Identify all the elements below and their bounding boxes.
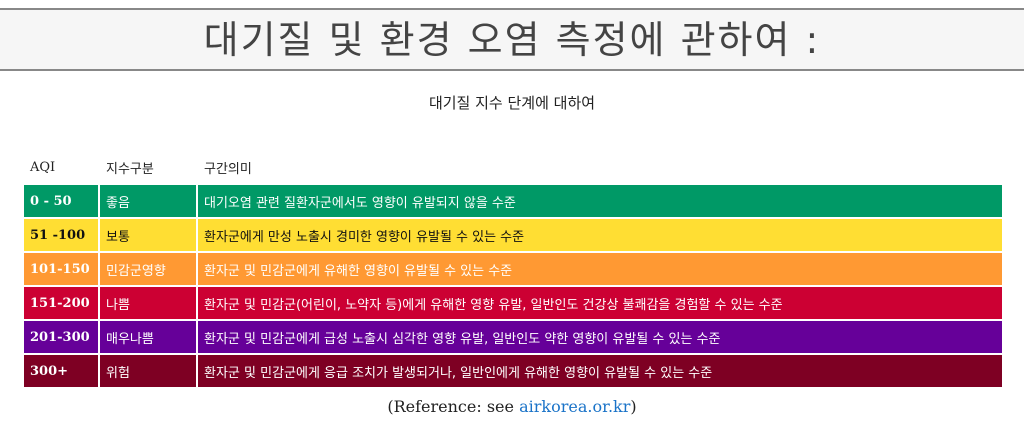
table-row: 300+ 위험 환자군 및 민감군에게 응급 조치가 발생되거나, 일반인에게 유해… (22, 353, 1004, 389)
aqi-cell: 300+ (22, 353, 100, 389)
page-title: 대기질 및 환경 오염 측정에 관하여 : (203, 18, 821, 62)
reference-suffix: ) (630, 397, 637, 416)
aqi-cell: 201-300 (22, 319, 100, 355)
aqi-table: AQI 지수구분 구간의미 0 - 50 좋음 대기오염 관련 질환자군에서도 영향… (22, 149, 1004, 389)
column-header-level: 지수구분 (98, 149, 198, 185)
meaning-cell: 환자군 및 민감군에게 급성 노출시 심각한 영향 유발, 일반인도 약한 영향… (196, 319, 1004, 355)
aqi-cell: 151-200 (22, 285, 100, 321)
title-band: 대기질 및 환경 오염 측정에 관하여 : (0, 8, 1024, 71)
level-cell: 좋음 (98, 183, 198, 219)
subtitle: 대기질 지수 단계에 대하여 (428, 94, 596, 112)
airkorea-link[interactable]: airkorea.or.kr (519, 397, 631, 416)
table-header-row: AQI 지수구분 구간의미 (22, 149, 1004, 185)
table-row: 0 - 50 좋음 대기오염 관련 질환자군에서도 영향이 유발되지 않을 수준 (22, 183, 1004, 219)
reference-note: (Reference: see airkorea.or.kr) (0, 397, 1024, 416)
aqi-cell: 101-150 (22, 251, 100, 287)
meaning-cell: 대기오염 관련 질환자군에서도 영향이 유발되지 않을 수준 (196, 183, 1004, 219)
level-cell: 매우나쁨 (98, 319, 198, 355)
level-cell: 위험 (98, 353, 198, 389)
reference-prefix: (Reference: see (387, 397, 520, 416)
column-header-aqi: AQI (22, 149, 100, 185)
table-row: 101-150 민감군영향 환자군 및 민감군에게 유해한 영향이 유발될 수 있는… (22, 251, 1004, 287)
column-header-meaning: 구간의미 (196, 149, 1004, 185)
level-cell: 민감군영향 (98, 251, 198, 287)
meaning-cell: 환자군 및 민감군에게 응급 조치가 발생되거나, 일반인에게 유해한 영향이 … (196, 353, 1004, 389)
table-row: 201-300 매우나쁨 환자군 및 민감군에게 급성 노출시 심각한 영향 유발,… (22, 319, 1004, 355)
table-row: 151-200 나쁨 환자군 및 민감군(어린이, 노약자 등)에게 유해한 영향 … (22, 285, 1004, 321)
meaning-cell: 환자군 및 민감군에게 유해한 영향이 유발될 수 있는 수준 (196, 251, 1004, 287)
meaning-cell: 환자군에게 만성 노출시 경미한 영향이 유발될 수 있는 수준 (196, 217, 1004, 253)
aqi-cell: 51 -100 (22, 217, 100, 253)
aqi-cell: 0 - 50 (22, 183, 100, 219)
meaning-cell: 환자군 및 민감군(어린이, 노약자 등)에게 유해한 영향 유발, 일반인도 … (196, 285, 1004, 321)
level-cell: 보통 (98, 217, 198, 253)
table-row: 51 -100 보통 환자군에게 만성 노출시 경미한 영향이 유발될 수 있는 수… (22, 217, 1004, 253)
level-cell: 나쁨 (98, 285, 198, 321)
